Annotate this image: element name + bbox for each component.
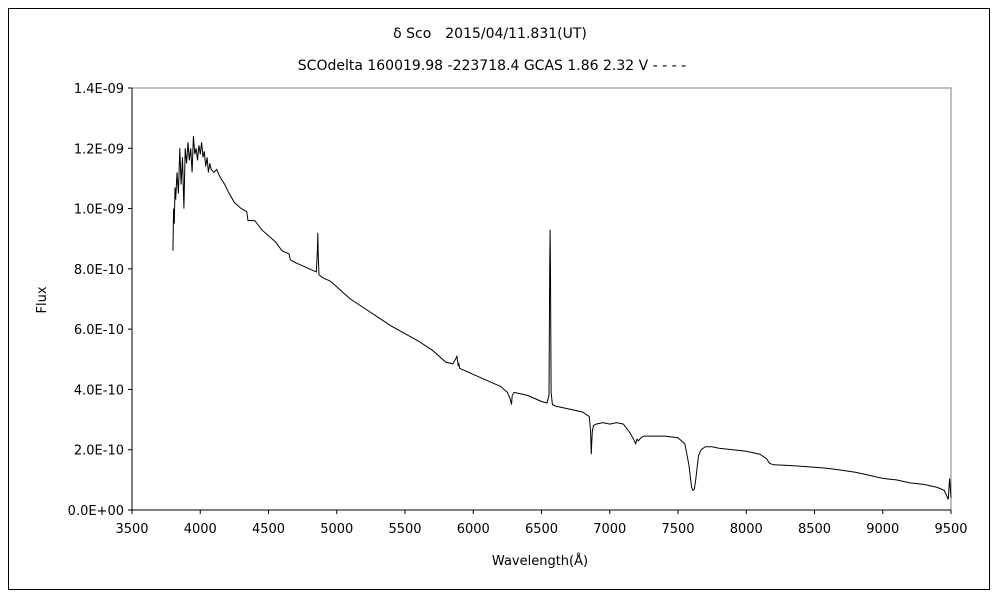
x-tick-label: 4000	[184, 522, 217, 537]
x-tick-label: 4500	[252, 522, 285, 537]
y-tick-label: 6.0E-10	[74, 323, 124, 338]
x-tick-label: 7000	[593, 522, 626, 537]
x-tick-label: 6000	[457, 522, 490, 537]
x-tick-label: 8500	[798, 522, 831, 537]
y-tick-label: 2.0E-10	[74, 444, 124, 459]
x-tick-label: 5500	[388, 522, 421, 537]
y-tick-label: 1.2E-09	[74, 142, 124, 157]
y-axis-ticks: 0.0E+00 2.0E-10 4.0E-10 6.0E-10 8.0E-10 1.0E-…	[68, 82, 132, 519]
y-tick-label: 0.0E+00	[68, 504, 124, 519]
y-tick-label: 1.0E-09	[74, 203, 124, 218]
spectrum-line	[172, 136, 952, 500]
chart-title: δ Sco 2015/04/11.831(UT)	[393, 26, 587, 42]
chart-frame	[8, 8, 990, 590]
y-tick-label: 4.0E-10	[74, 383, 124, 398]
x-axis-ticks: 3500 4000 4500 5000 5500 6000 6500 7000 7500 8000…	[115, 510, 968, 537]
plot-area	[131, 87, 952, 511]
x-tick-label: 3500	[115, 522, 148, 537]
x-tick-label: 6500	[525, 522, 558, 537]
x-axis-label: Wavelength(Å)	[492, 553, 588, 569]
x-tick-label: 9000	[866, 522, 899, 537]
y-axis-label: Flux	[35, 286, 50, 313]
x-tick-label: 7500	[661, 522, 694, 537]
chart-subtitle: SCOdelta 160019.98 -223718.4 GCAS 1.86 2…	[298, 58, 686, 74]
x-tick-label: 5000	[320, 522, 353, 537]
x-tick-label: 9500	[934, 522, 967, 537]
y-tick-label: 8.0E-10	[74, 263, 124, 278]
y-tick-label: 1.4E-09	[74, 82, 124, 97]
x-tick-label: 8000	[730, 522, 763, 537]
